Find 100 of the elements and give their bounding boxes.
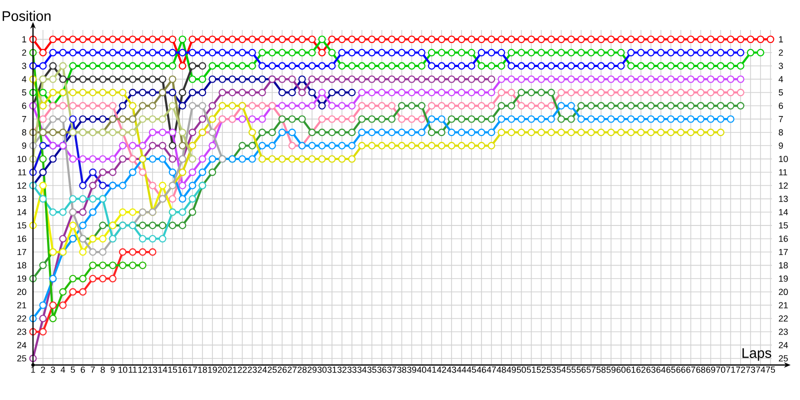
x-tick-label: 16: [178, 366, 188, 373]
x-tick-label: 54: [556, 366, 566, 373]
y-tick-label: 11: [18, 169, 26, 176]
y-tick-label: 3: [22, 62, 26, 70]
x-tick-label: 21: [228, 366, 237, 373]
x-tick-label: 64: [656, 366, 666, 373]
y-tick-label: 5: [22, 89, 26, 96]
x-tick-label: 34: [357, 366, 367, 373]
x-tick-label: 9: [110, 366, 115, 373]
y-tick-label: 20: [17, 288, 26, 295]
y2-tick-label: 3: [778, 62, 783, 70]
x-tick-label: 52: [536, 366, 546, 373]
y2-tick-label: 10: [779, 156, 788, 162]
x-tick-label: 27: [288, 366, 297, 373]
y2-tick-label: 18: [779, 262, 788, 268]
x-tick-label: 19: [208, 366, 217, 373]
y-tick-label: 1: [22, 36, 26, 42]
x-tick-label: 37: [387, 366, 396, 373]
x-tick-label: 75: [766, 366, 776, 373]
x-axis-title: Laps: [742, 348, 772, 361]
y-tick-label: 21: [17, 302, 26, 308]
y2-tick-label: 22: [778, 315, 788, 322]
y-tick-label: 25: [17, 355, 26, 362]
x-tick-label: 14: [158, 366, 168, 373]
x-tick-label: 67: [686, 366, 696, 373]
y2-tick-label: 12: [779, 182, 788, 189]
y-tick-label: 22: [17, 315, 26, 322]
y2-tick-label: 17: [779, 248, 788, 256]
y-tick-label: 12: [17, 182, 26, 189]
y-tick-label: 24: [17, 342, 26, 348]
x-tick-label: 8: [100, 366, 105, 373]
x-tick-label: 33: [347, 366, 356, 373]
x-tick-label: 23: [248, 366, 257, 373]
y-tick-label: 6: [22, 102, 26, 109]
y2-tick-label: 16: [779, 236, 788, 242]
x-tick-label: 50: [516, 366, 526, 373]
y2-tick-label: 23: [778, 328, 788, 335]
x-tick-label: 42: [436, 366, 446, 373]
x-tick-label: 47: [486, 366, 496, 373]
x-tick-label: 74: [756, 366, 766, 373]
x-tick-label: 71: [726, 366, 736, 373]
y-tick-label: 14: [17, 209, 26, 216]
y-tick-label: 7: [22, 116, 26, 122]
y2-tick-label: 1: [779, 36, 783, 42]
y-tick-label: 23: [17, 328, 26, 335]
y-tick-label: 13: [17, 196, 26, 202]
y2-tick-label: 9: [778, 142, 783, 149]
y-tick-label: 2: [22, 50, 26, 56]
x-tick-label: 59: [606, 366, 616, 373]
y2-tick-label: 4: [778, 76, 784, 82]
x-tick-label: 28: [298, 366, 307, 373]
x-tick-label: 30: [317, 366, 327, 373]
x-tick-label: 31: [327, 366, 336, 373]
y-axis-title: Position: [2, 10, 50, 22]
x-tick-label: 70: [716, 366, 726, 373]
x-tick-label: 24: [258, 366, 267, 373]
x-tick-label: 32: [337, 366, 346, 373]
y2-tick-label: 19: [779, 275, 788, 282]
y2-tick-label: 14: [779, 209, 788, 216]
y2-tick-label: 25: [778, 355, 788, 362]
x-tick-label: 1: [31, 366, 36, 373]
x-tick-label: 10: [118, 366, 128, 373]
x-tick-label: 7: [90, 366, 95, 373]
x-tick-label: 25: [268, 366, 277, 373]
y-tick-label: 15: [17, 222, 26, 228]
x-tick-label: 58: [596, 366, 606, 373]
x-tick-label: 3: [50, 366, 56, 373]
x-tick-label: 15: [168, 366, 178, 373]
x-tick-label: 56: [576, 366, 586, 373]
x-tick-label: 20: [218, 366, 227, 373]
y-tick-label: 9: [22, 142, 26, 149]
y2-tick-label: 15: [779, 222, 788, 228]
x-tick-label: 73: [746, 366, 756, 373]
y-tick-label: 17: [17, 248, 26, 256]
y-tick-label: 16: [17, 236, 26, 242]
x-tick-label: 41: [426, 366, 436, 373]
x-tick-label: 53: [546, 366, 556, 373]
x-tick-label: 18: [198, 366, 207, 373]
x-tick-label: 63: [646, 366, 656, 373]
x-tick-label: 35: [367, 366, 376, 373]
x-tick-label: 43: [446, 366, 456, 373]
x-tick-label: 66: [676, 366, 686, 373]
x-tick-label: 12: [138, 366, 148, 373]
x-tick-label: 36: [377, 366, 386, 373]
x-tick-label: 2: [40, 366, 45, 373]
x-tick-label: 38: [397, 366, 406, 373]
y-tick-label: 10: [17, 156, 26, 162]
x-tick-label: 60: [616, 366, 626, 373]
y-tick-label: 4: [22, 76, 26, 82]
x-tick-label: 55: [566, 366, 576, 373]
y2-tick-label: 5: [778, 89, 783, 96]
x-tick-label: 39: [407, 366, 416, 373]
x-tick-label: 46: [476, 366, 486, 373]
x-tick-label: 72: [736, 366, 746, 373]
x-tick-label: 51: [526, 366, 536, 373]
x-tick-label: 61: [626, 366, 636, 373]
x-tick-label: 6: [80, 366, 85, 373]
x-tick-label: 62: [636, 366, 646, 373]
x-tick-label: 40: [417, 366, 426, 373]
x-tick-label: 11: [128, 366, 137, 373]
